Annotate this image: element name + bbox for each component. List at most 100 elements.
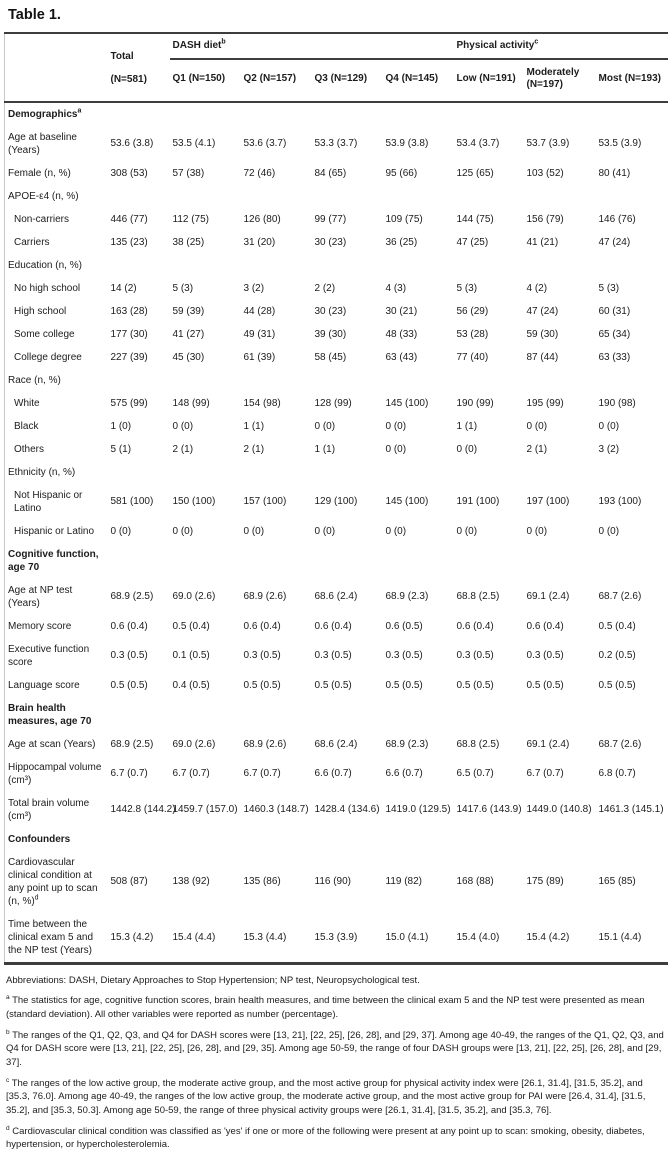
cell-value: 0.3 (0.5) (456, 650, 494, 661)
cell-value: 0.5 (0.5) (385, 679, 423, 691)
cell-value: 6.5 (0.7) (456, 768, 494, 779)
cell-value: 2 (2) (314, 282, 336, 294)
cell-value: 0.3 (0.5) (110, 650, 148, 661)
cell-value: 1459.7 (157.0) (172, 804, 238, 815)
table-row: White 575 (99) 148 (99) 154 (98) 128 (99) 145… (5, 392, 669, 415)
section-label: Demographicsa (8, 107, 82, 120)
table-row: Total brain volume (cm³) 1442.8 (144.2) 14… (5, 792, 669, 828)
cell-value: 68.7 (2.6) (598, 591, 642, 602)
cell-value: 0.6 (0.5) (385, 620, 423, 632)
header-group-row: Total (N=581) DASH dietb Physical activi… (5, 33, 668, 85)
cell-value: 31 (20) (243, 236, 276, 248)
row-label: Non-carriers (14, 213, 70, 225)
footnote-marker: a (6, 994, 10, 1002)
cell-value: 0 (0) (598, 420, 620, 432)
cell-value: 14 (2) (110, 282, 137, 294)
cell-value: 5 (1) (110, 443, 132, 455)
cell-value: 15.3 (3.9) (314, 931, 358, 943)
footnote-marker: c (6, 1076, 10, 1084)
cell-value: 0.6 (0.4) (314, 620, 352, 632)
row-label: Age at NP test (Years) (8, 584, 73, 609)
cell-value: 145 (100) (385, 496, 429, 507)
cell-value: 53.7 (3.9) (526, 138, 570, 149)
table-subsection-row: APOE-ε4 (n, %) (5, 185, 669, 208)
cell-value: 53.9 (3.8) (385, 138, 429, 149)
table-row: Hippocampal volume (cm³) 6.7 (0.7) 6.7 (0.… (5, 756, 669, 792)
cell-value: 69.0 (2.6) (172, 738, 216, 750)
cell-value: 6.7 (0.7) (243, 768, 281, 779)
cell-value: 30 (23) (314, 236, 347, 248)
cell-value: 69.1 (2.4) (526, 591, 570, 602)
cell-value: 68.9 (2.6) (243, 591, 287, 602)
cell-value: 0 (0) (172, 525, 194, 537)
col-header-moderately: Moderately (N=197) (526, 66, 580, 91)
table-row: Not Hispanic or Latino 581 (100) 150 (100)… (5, 484, 669, 520)
cell-value: 0 (0) (110, 525, 132, 537)
cell-value: 68.7 (2.6) (598, 738, 642, 750)
cell-value: 68.9 (2.5) (110, 591, 154, 602)
footnote-marker: d (34, 894, 39, 902)
cell-value: 1428.4 (134.6) (314, 804, 380, 815)
cell-value: 59 (39) (172, 305, 205, 317)
cell-value: 95 (66) (385, 167, 418, 179)
cell-value: 6.7 (0.7) (526, 768, 564, 779)
table-subsection-row: Education (n, %) (5, 254, 669, 277)
section-label: Cognitive function, age 70 (8, 548, 99, 573)
cell-value: 175 (89) (526, 876, 564, 887)
col-header-q1: Q1 (N=150) (172, 72, 226, 84)
section-label: Confounders (8, 833, 71, 845)
table-row: Memory score 0.6 (0.4) 0.5 (0.4) 0.6 (0.4) 0… (5, 615, 669, 638)
header-column-row: Q1 (N=150) Q2 (N=157) Q3 (N=129) Q4 (N=1… (5, 59, 669, 102)
cell-value: 68.9 (2.3) (385, 591, 429, 602)
cell-value: 135 (23) (110, 236, 148, 248)
section-label: Brain health measures, age 70 (8, 702, 92, 727)
row-label: Language score (8, 679, 80, 691)
col-header-q4: Q4 (N=145) (385, 72, 439, 84)
table-row: No high school 14 (2) 5 (3) 3 (2) 2 (2) 4 (3)… (5, 277, 669, 300)
cell-value: 0.6 (0.4) (110, 620, 148, 632)
table-row: Age at NP test (Years) 68.9 (2.5) 69.0 (2.… (5, 579, 669, 615)
col-header-q2: Q2 (N=157) (243, 72, 297, 84)
cell-value: 53.6 (3.7) (243, 138, 287, 149)
cell-value: 177 (30) (110, 328, 148, 340)
col-header-total: Total (N=581) (108, 33, 170, 102)
table-row: Non-carriers 446 (77) 112 (75) 126 (80) 99 (… (5, 208, 669, 231)
cell-value: 15.4 (4.0) (456, 931, 500, 943)
table-row: College degree 227 (39) 45 (30) 61 (39) 58 (… (5, 346, 669, 369)
cell-value: 15.4 (4.2) (526, 931, 570, 943)
table-section-row: Confounders (5, 828, 669, 851)
cell-value: 0.5 (0.5) (110, 679, 148, 691)
dash-diet-label: DASH diet (172, 40, 222, 51)
cell-value: 68.6 (2.4) (314, 738, 358, 750)
cell-value: 68.8 (2.5) (456, 591, 500, 602)
cell-value: 47 (25) (456, 236, 489, 248)
cell-value: 157 (100) (243, 496, 287, 507)
cell-value: 190 (98) (598, 397, 636, 409)
cell-value: 1 (1) (456, 420, 478, 432)
cell-value: 193 (100) (598, 496, 642, 507)
cell-value: 0 (0) (526, 525, 548, 537)
cell-value: 84 (65) (314, 167, 347, 179)
row-label: Total brain volume (cm³) (8, 797, 90, 822)
cell-value: 6.6 (0.7) (385, 768, 423, 779)
cell-value: 125 (65) (456, 167, 494, 179)
table-row: High school 163 (28) 59 (39) 44 (28) 30 (23)… (5, 300, 669, 323)
cell-value: 80 (41) (598, 167, 631, 179)
cell-value: 146 (76) (598, 213, 636, 225)
cell-value: 56 (29) (456, 305, 489, 317)
cell-value: 0.3 (0.5) (314, 650, 352, 661)
cell-value: 6.7 (0.7) (110, 768, 148, 779)
table-section-row: Demographicsa (5, 102, 669, 126)
cell-value: 3 (2) (243, 282, 265, 294)
table-row: Black 1 (0) 0 (0) 1 (1) 0 (0) 0 (0) 1 (1) 0 (0)… (5, 415, 669, 438)
cell-value: 0.1 (0.5) (172, 650, 210, 661)
cell-value: 150 (100) (172, 496, 216, 507)
table-row: Time between the clinical exam 5 and the… (5, 913, 669, 964)
cell-value: 68.9 (2.5) (110, 738, 154, 750)
cell-value: 1 (1) (243, 420, 265, 432)
table-row: Some college 177 (30) 41 (27) 49 (31) 39 (30… (5, 323, 669, 346)
cell-value: 69.0 (2.6) (172, 591, 216, 602)
subsection-label: Education (n, %) (8, 259, 82, 271)
cell-value: 1449.0 (140.8) (526, 804, 592, 815)
cell-value: 5 (3) (598, 282, 620, 294)
